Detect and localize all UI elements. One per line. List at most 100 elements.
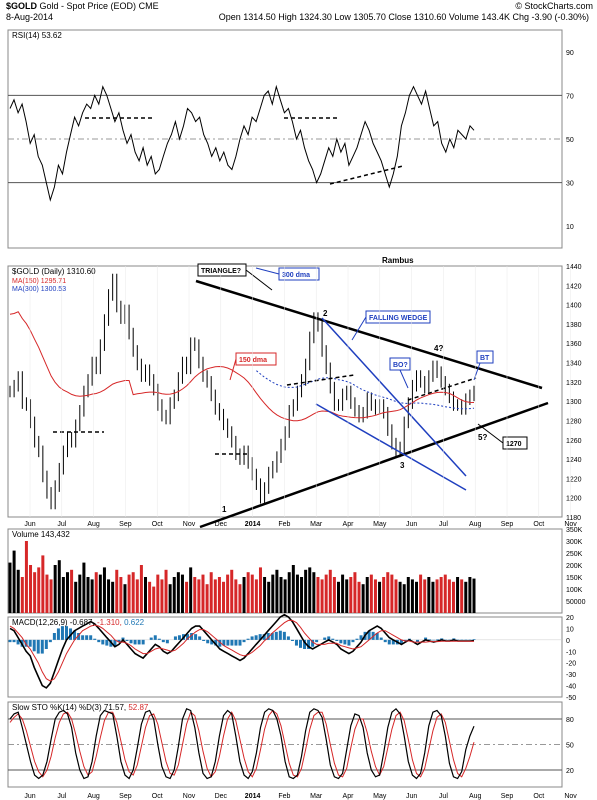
wave-label: 5? [478, 433, 487, 442]
volume-bar [353, 572, 357, 613]
bottom-x-tick: Jul [57, 793, 66, 800]
volume-bar [468, 577, 472, 613]
macd-histogram-bar [262, 634, 266, 640]
macd-histogram-bar [12, 639, 16, 643]
price-x-tick: Jul [439, 521, 448, 528]
bottom-x-tick: Aug [87, 793, 100, 800]
macd-histogram-bar [307, 639, 311, 649]
bottom-x-tick: Jul [439, 793, 448, 800]
volume-bar [312, 572, 316, 613]
bottom-x-tick: Sep [119, 793, 132, 800]
macd-histogram-bar [77, 633, 81, 640]
volume-bar [267, 581, 271, 613]
macd-histogram-bar [32, 639, 36, 652]
price-x-tick: Sep [119, 521, 132, 528]
ma-300-legend: MA(300) 1300.53 [12, 286, 66, 293]
macd-histogram-bar [399, 639, 403, 645]
macd-histogram-bar [234, 639, 238, 646]
volume-bar [33, 572, 37, 613]
sto-axis-tick: 50 [566, 743, 574, 750]
volume-bar [8, 562, 12, 613]
volume-bar [435, 579, 439, 613]
price-axis-tick: 1220 [566, 476, 582, 483]
macd-axis-tick: -50 [566, 695, 576, 702]
wave-label: 4? [434, 344, 443, 353]
macd-histogram-bar [335, 639, 339, 641]
macd-histogram-bar [8, 639, 12, 643]
macd-histogram-bar [93, 638, 97, 640]
volume-bar [402, 584, 406, 613]
macd-histogram-bar [290, 639, 294, 641]
ma-150-legend: MA(150) 1295.71 [12, 278, 66, 285]
macd-histogram-bar [16, 639, 20, 645]
volume-bar [460, 579, 464, 613]
volume-bar [373, 579, 377, 613]
macd-histogram-bar [44, 639, 48, 649]
triangle-upper-trendline [195, 279, 543, 390]
price-axis-tick: 1180 [566, 515, 581, 522]
macd-histogram-bar [161, 639, 165, 643]
macd-histogram-bar [206, 639, 210, 644]
macd-axis-tick: 20 [566, 615, 574, 622]
macd-histogram-bar [113, 639, 117, 647]
annotation-author: Rambus [382, 256, 414, 265]
macd-histogram-bar [52, 633, 56, 640]
volume-bar [65, 572, 69, 613]
volume-bar [406, 577, 410, 613]
volume-bar [250, 574, 254, 613]
volume-axis-tick: 300K [566, 539, 583, 546]
macd-histogram-bar [315, 639, 319, 643]
volume-bar [74, 581, 78, 613]
volume-bar [45, 574, 49, 613]
volume-bar [78, 574, 82, 613]
macd-histogram-bar [250, 636, 254, 640]
volume-bar [427, 577, 431, 613]
price-x-tick: Jul [57, 521, 66, 528]
macd-label: MACD(12,26,9) -0.687, -1.310, 0.622 [12, 618, 145, 627]
volume-bar [164, 569, 168, 613]
macd-histogram-bar [141, 639, 145, 645]
volume-bar [254, 579, 258, 613]
volume-axis-tick: 350K [566, 527, 583, 534]
volume-bar [431, 581, 435, 613]
macd-histogram-bar [258, 634, 262, 640]
macd-histogram-bar [190, 633, 194, 640]
annotation-falling-wedge: FALLING WEDGE [369, 315, 428, 322]
volume-bar [320, 579, 324, 613]
volume-bar [242, 577, 246, 613]
bottom-x-tick: Jun [406, 793, 417, 800]
macd-axis-tick: -30 [566, 672, 576, 679]
volume-bar [57, 560, 61, 613]
bottom-x-tick: Oct [152, 793, 163, 800]
volume-bar [291, 565, 295, 613]
volume-bar [111, 581, 115, 613]
rsi-axis-tick: 30 [566, 181, 574, 188]
macd-histogram-bar [101, 639, 105, 645]
macd-histogram-bar [85, 635, 89, 640]
volume-bar [336, 581, 340, 613]
price-x-tick: Oct [533, 521, 544, 528]
macd-histogram-bar [323, 637, 327, 640]
sto-axis-tick: 80 [566, 717, 574, 724]
volume-bar [328, 569, 332, 613]
macd-histogram-bar [383, 639, 387, 643]
volume-bar [94, 572, 98, 613]
volume-bar [127, 574, 131, 613]
volume-bar [20, 577, 24, 613]
volume-axis-tick: 250K [566, 551, 583, 558]
volume-bar [271, 574, 275, 613]
price-axis-tick: 1300 [566, 399, 582, 406]
macd-histogram-bar [73, 630, 77, 640]
volume-bar [345, 579, 349, 613]
price-x-tick: Nov [564, 521, 577, 528]
macd-histogram-bar [403, 639, 407, 641]
macd-histogram-bar [347, 639, 351, 646]
sto-label: Slow STO %K(14) %D(3) 71.57, 52.87 [12, 703, 149, 712]
wedge-upper-trendline [321, 317, 467, 477]
macd-histogram-bar [226, 639, 230, 646]
bottom-x-tick: Dec [215, 793, 228, 800]
volume-bar [423, 579, 427, 613]
macd-histogram-bar [359, 635, 363, 640]
price-axis-tick: 1420 [566, 283, 582, 290]
bottom-x-tick: Feb [278, 793, 290, 800]
